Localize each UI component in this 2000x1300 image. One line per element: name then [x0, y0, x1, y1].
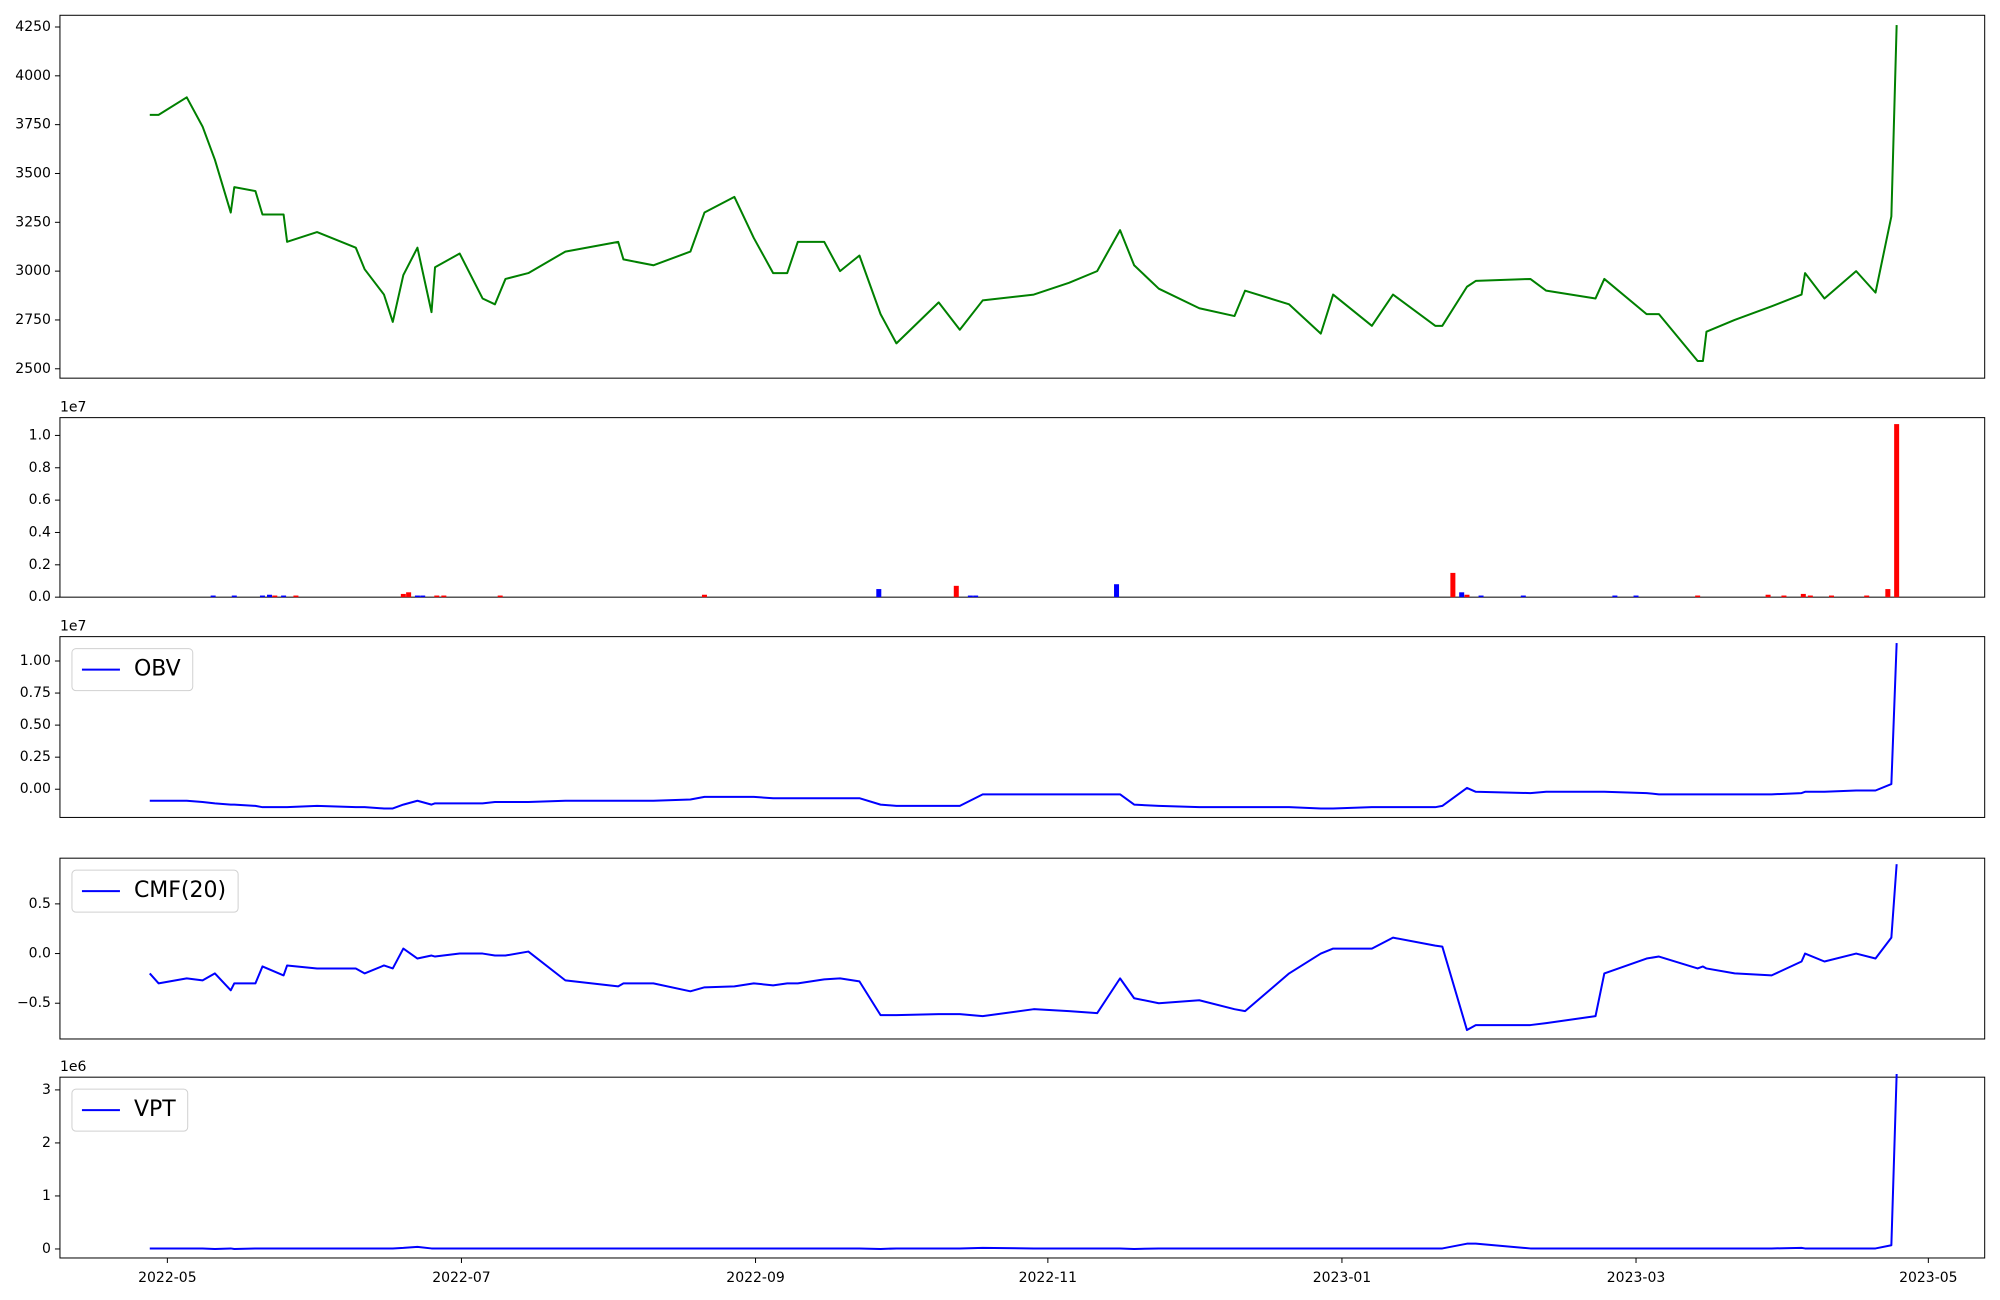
volume-bar [1450, 572, 1456, 598]
x-tick-label: 2023-05 [1899, 1270, 1958, 1286]
volume-bar [1478, 595, 1484, 598]
volume-bar [1633, 595, 1639, 598]
volume-bar [1459, 592, 1465, 598]
plot-frame [59, 857, 1986, 1040]
volume-bar [231, 595, 237, 598]
y-tick-label: 4250 [15, 19, 51, 35]
panel: 0.0 0.2 0.4 0.6 0.8 1.0 1e7 [29, 400, 1986, 605]
volume-bar [441, 595, 447, 598]
y-tick-label: 2500 [15, 361, 51, 377]
volume-bar [1894, 424, 1900, 598]
volume-bar [420, 595, 426, 598]
volume-bar [210, 595, 216, 598]
x-tick-label: 2023-01 [1313, 1270, 1372, 1286]
volume-bar [1828, 595, 1834, 598]
legend-label: CMF(20) [134, 878, 226, 903]
y-tick-label: 0.25 [20, 749, 51, 765]
volume-bar [1114, 584, 1120, 598]
volume-bar [1695, 595, 1701, 598]
y-tick-label: 0.8 [29, 460, 51, 476]
panel: 2500 2750 3000 3250 3500 3750 4000 4250 [15, 14, 1986, 379]
y-tick-label: 0 [42, 1241, 51, 1257]
offset-label: 1e7 [60, 400, 86, 416]
y-tick-label: 3250 [15, 214, 51, 230]
legend-label: VPT [134, 1097, 176, 1122]
volume-bar [1807, 595, 1813, 598]
volume-bar [267, 594, 273, 598]
y-tick-label: 0.50 [20, 717, 51, 733]
y-tick-label: 0.00 [20, 781, 51, 797]
y-tick-label: −0.5 [17, 995, 51, 1011]
y-tick-label: 3750 [15, 117, 51, 133]
legend-box [71, 869, 239, 913]
series-line [149, 25, 1898, 362]
volume-bar [497, 595, 503, 598]
y-tick-label: 0.0 [29, 946, 51, 962]
legend-label: OBV [134, 657, 181, 682]
y-tick-label: 0.6 [29, 492, 51, 508]
volume-bar [1781, 595, 1787, 598]
series-line [149, 643, 1898, 810]
volume-bar [973, 595, 979, 598]
y-tick-label: 4000 [15, 68, 51, 84]
volume-bar [1612, 595, 1618, 598]
legend-box [71, 1088, 189, 1132]
volume-bar [1864, 595, 1870, 598]
volume-bar [1464, 594, 1470, 598]
offset-label: 1e7 [60, 619, 86, 635]
y-tick-label: 2 [42, 1135, 51, 1151]
series-line [149, 1073, 1898, 1250]
y-tick-label: 0.4 [29, 524, 51, 540]
x-tick-label: 2023-03 [1607, 1270, 1666, 1286]
volume-bar [876, 589, 882, 598]
plot-frame [59, 1076, 1986, 1259]
y-tick-label: 0.2 [29, 557, 51, 573]
y-tick-label: 1 [42, 1188, 51, 1204]
plot-frame [59, 636, 1986, 818]
volume-bar [1520, 595, 1526, 598]
offset-label: 1e6 [60, 1059, 87, 1075]
panel: −0.5 0.0 0.5 CMF(20) [17, 857, 1986, 1040]
x-tick-label: 2022-05 [138, 1270, 197, 1286]
y-tick-label: 0.75 [20, 685, 51, 701]
plot-frame [59, 417, 1986, 598]
x-tick-label: 2022-11 [1019, 1270, 1078, 1286]
y-tick-label: 1.00 [20, 653, 51, 669]
volume-bar [1885, 589, 1891, 598]
y-tick-label: 2750 [15, 312, 51, 328]
volume-bar [400, 593, 406, 598]
legend-box [71, 648, 194, 692]
volume-bar [1765, 594, 1771, 598]
volume-bar [293, 595, 299, 598]
x-tick-label: 2022-07 [432, 1270, 491, 1286]
volume-bar [967, 595, 973, 598]
volume-bar [953, 585, 959, 598]
volume-bar [414, 595, 420, 598]
series-line [149, 864, 1898, 1032]
volume-bar [281, 595, 287, 598]
y-tick-label: 1.0 [29, 427, 51, 443]
y-tick-label: 3500 [15, 165, 51, 181]
volume-bar [1800, 593, 1806, 598]
y-tick-label: 0.0 [29, 589, 51, 605]
y-tick-label: 0.5 [29, 896, 51, 912]
volume-bar [259, 595, 265, 598]
y-tick-label: 3 [42, 1082, 51, 1098]
volume-bar [701, 594, 707, 598]
y-tick-label: 3000 [15, 263, 51, 279]
plot-frame [59, 14, 1986, 379]
panel: 0.00 0.25 0.50 0.75 1.00 1e7 OBV [20, 619, 1986, 818]
volume-bar [272, 595, 278, 598]
volume-bar [406, 592, 412, 598]
x-tick-label: 2022-09 [726, 1270, 785, 1286]
panel: 0 1 2 3 2022-05 2022-07 2022-09 2022-11 2023-01 2… [42, 1059, 1986, 1286]
volume-bar [434, 595, 440, 598]
